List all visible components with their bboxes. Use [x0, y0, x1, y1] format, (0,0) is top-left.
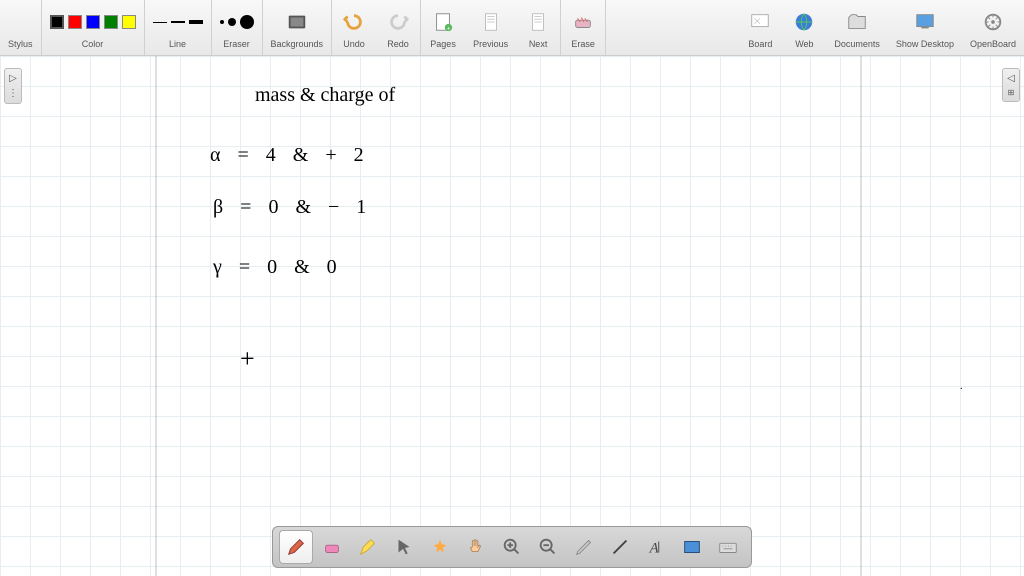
- right-panel-tab[interactable]: ◁⊞: [1002, 68, 1020, 102]
- openboard-icon: [979, 8, 1007, 36]
- pen-tool[interactable]: [279, 530, 313, 564]
- web-label: Web: [795, 39, 813, 49]
- erase-label: Erase: [571, 39, 595, 49]
- board-icon: [746, 8, 774, 36]
- documents-group[interactable]: Documents: [826, 0, 888, 55]
- hw-dot: .: [960, 381, 963, 392]
- erase-group[interactable]: Erase: [561, 0, 606, 55]
- zoom-in-tool[interactable]: [495, 530, 529, 564]
- toolbar-spacer: [606, 0, 738, 55]
- show-desktop-icon: [911, 8, 939, 36]
- pages-icon: +: [429, 8, 457, 36]
- eraser-tool[interactable]: [315, 530, 349, 564]
- line-thin[interactable]: [153, 22, 167, 23]
- web-icon: [790, 8, 818, 36]
- erase-icon: [569, 8, 597, 36]
- eraser-small[interactable]: [220, 20, 224, 24]
- line-label: Line: [169, 39, 186, 49]
- grip-icon: ⋮: [8, 88, 18, 99]
- openboard-label: OpenBoard: [970, 39, 1016, 49]
- color-yellow[interactable]: [122, 15, 136, 29]
- line-tool[interactable]: [603, 530, 637, 564]
- backgrounds-group[interactable]: Backgrounds: [263, 0, 333, 55]
- bottom-toolbar: A: [272, 526, 752, 568]
- previous-label: Previous: [473, 39, 508, 49]
- canvas-area[interactable]: ▷⋮ ◁⊞ mass & charge of α = 4 & + 2 β = 0…: [0, 56, 1024, 576]
- undo-group[interactable]: Undo: [332, 0, 376, 55]
- undo-label: Undo: [343, 39, 365, 49]
- chevron-right-icon: ▷: [9, 73, 17, 84]
- chevron-left-icon: ◁: [1007, 73, 1015, 84]
- capture-tool[interactable]: [675, 530, 709, 564]
- zoom-out-tool[interactable]: [531, 530, 565, 564]
- pages-group[interactable]: + Pages: [421, 0, 465, 55]
- hw-row1: α = 4 & + 2: [210, 144, 370, 167]
- laser-tool[interactable]: [423, 530, 457, 564]
- show-desktop-group[interactable]: Show Desktop: [888, 0, 962, 55]
- redo-group[interactable]: Redo: [376, 0, 421, 55]
- keyboard-tool[interactable]: [711, 530, 745, 564]
- eraser-large[interactable]: [240, 15, 254, 29]
- page-edge-left: [155, 56, 157, 576]
- color-green[interactable]: [104, 15, 118, 29]
- text-tool[interactable]: A: [639, 530, 673, 564]
- stylus-group[interactable]: Stylus: [0, 0, 42, 55]
- tools-icon: ⊞: [1008, 88, 1015, 97]
- previous-icon: [477, 8, 505, 36]
- page-edge-right: [860, 56, 862, 576]
- line-med[interactable]: [171, 21, 185, 23]
- line-group[interactable]: Line: [145, 0, 212, 55]
- show-desktop-label: Show Desktop: [896, 39, 954, 49]
- next-group[interactable]: Next: [516, 0, 561, 55]
- ruler-tool[interactable]: [567, 530, 601, 564]
- hw-title: mass & charge of: [255, 84, 395, 107]
- highlighter-tool[interactable]: [351, 530, 385, 564]
- board-label: Board: [748, 39, 772, 49]
- web-group[interactable]: Web: [782, 0, 826, 55]
- backgrounds-label: Backgrounds: [271, 39, 324, 49]
- color-black[interactable]: [50, 15, 64, 29]
- backgrounds-icon: [283, 8, 311, 36]
- documents-icon: [843, 8, 871, 36]
- documents-label: Documents: [834, 39, 880, 49]
- pages-label: Pages: [430, 39, 456, 49]
- hw-row2: β = 0 & − 1: [213, 196, 372, 219]
- svg-text:A: A: [649, 541, 659, 557]
- line-thick[interactable]: [189, 20, 203, 24]
- hw-plus: +: [240, 344, 255, 374]
- redo-icon: [384, 8, 412, 36]
- eraser-group[interactable]: Eraser: [212, 0, 263, 55]
- hand-tool[interactable]: [459, 530, 493, 564]
- previous-group[interactable]: Previous: [465, 0, 516, 55]
- eraser-label: Eraser: [223, 39, 250, 49]
- hw-row3: γ = 0 & 0: [213, 256, 343, 279]
- color-group[interactable]: Color: [42, 0, 145, 55]
- color-label: Color: [82, 39, 104, 49]
- left-panel-tab[interactable]: ▷⋮: [4, 68, 22, 104]
- svg-text:+: +: [447, 25, 451, 32]
- grid-background: [0, 56, 1024, 576]
- eraser-med[interactable]: [228, 18, 236, 26]
- board-group[interactable]: Board: [738, 0, 782, 55]
- color-blue[interactable]: [86, 15, 100, 29]
- redo-label: Redo: [387, 39, 409, 49]
- color-red[interactable]: [68, 15, 82, 29]
- stylus-label: Stylus: [8, 39, 33, 49]
- openboard-group[interactable]: OpenBoard: [962, 0, 1024, 55]
- next-icon: [524, 8, 552, 36]
- pointer-tool[interactable]: [387, 530, 421, 564]
- top-toolbar: Stylus Color Line Eraser Backgrounds: [0, 0, 1024, 56]
- undo-icon: [340, 8, 368, 36]
- next-label: Next: [529, 39, 548, 49]
